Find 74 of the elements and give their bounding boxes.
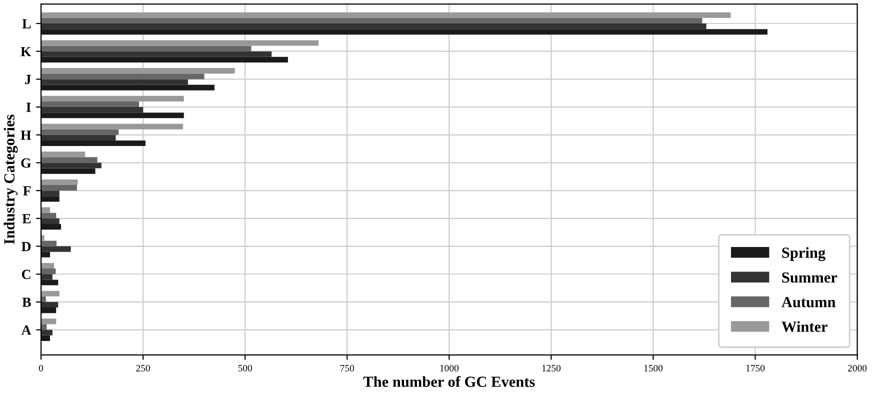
bar <box>41 168 96 174</box>
bar <box>41 12 731 18</box>
bar <box>41 140 146 146</box>
bar <box>41 218 60 224</box>
bar <box>41 296 46 302</box>
bar <box>41 212 56 218</box>
bar <box>41 68 235 74</box>
bar <box>41 162 102 168</box>
bar <box>41 157 98 163</box>
bar <box>41 235 44 241</box>
y-tick-label: D <box>22 242 31 252</box>
bar <box>41 190 60 196</box>
bar <box>41 246 71 252</box>
bar <box>41 302 58 308</box>
bar <box>41 240 57 246</box>
bar <box>41 290 60 296</box>
y-axis-title: Industry Categories <box>4 114 18 244</box>
y-tick-label: G <box>21 158 31 168</box>
x-tick-label: 500 <box>238 364 252 372</box>
bar <box>41 152 86 158</box>
x-tick-label: 1750 <box>746 364 765 372</box>
y-tick-label: F <box>23 186 31 196</box>
bar <box>41 101 139 108</box>
bar <box>41 179 78 186</box>
bar <box>41 24 706 30</box>
bar <box>41 51 272 57</box>
bar <box>41 18 702 24</box>
x-tick-label: 1500 <box>644 364 663 372</box>
y-tick-label: B <box>22 298 31 307</box>
y-tick-label: I <box>26 102 31 112</box>
y-tick-label: A <box>21 325 32 335</box>
bar <box>41 134 116 140</box>
bar <box>41 268 56 274</box>
bar <box>41 185 77 191</box>
x-axis-title: The number of GC Events <box>363 376 535 387</box>
y-tick-label: E <box>22 214 31 224</box>
bar <box>41 84 214 90</box>
bar <box>41 129 119 135</box>
bar <box>41 46 252 52</box>
bar <box>41 124 184 130</box>
bar <box>41 74 204 80</box>
bar <box>41 252 50 258</box>
bar <box>41 224 62 230</box>
bar <box>41 330 52 336</box>
legend-label: Spring <box>782 247 826 262</box>
legend-label: Summer <box>782 272 838 283</box>
bar <box>41 308 56 314</box>
bar <box>41 280 58 286</box>
y-tick-label: L <box>22 19 31 28</box>
bar <box>41 56 288 62</box>
legend-label: Autumn <box>782 297 836 308</box>
y-tick-label: C <box>22 270 30 280</box>
bar <box>41 207 50 213</box>
bar <box>41 112 184 118</box>
bar <box>41 335 50 341</box>
bar <box>41 262 54 269</box>
y-tick-label: H <box>20 130 32 140</box>
x-tick-label: 0 <box>38 364 44 372</box>
x-tick-label: 1250 <box>542 364 561 372</box>
bar <box>41 107 144 113</box>
bar <box>41 40 319 46</box>
bar <box>41 79 188 85</box>
bar <box>41 96 184 102</box>
y-tick-label: K <box>20 47 32 56</box>
bar <box>41 196 60 202</box>
bar <box>41 318 56 324</box>
bar <box>41 29 768 35</box>
y-tick-label: J <box>24 74 31 84</box>
x-tick-label: 2000 <box>848 364 867 372</box>
x-tick-label: 1000 <box>440 364 459 372</box>
legend-label: Winter <box>782 321 828 332</box>
bar <box>41 274 52 280</box>
x-tick-label: 250 <box>136 364 150 372</box>
x-tick-label: 750 <box>340 364 354 372</box>
